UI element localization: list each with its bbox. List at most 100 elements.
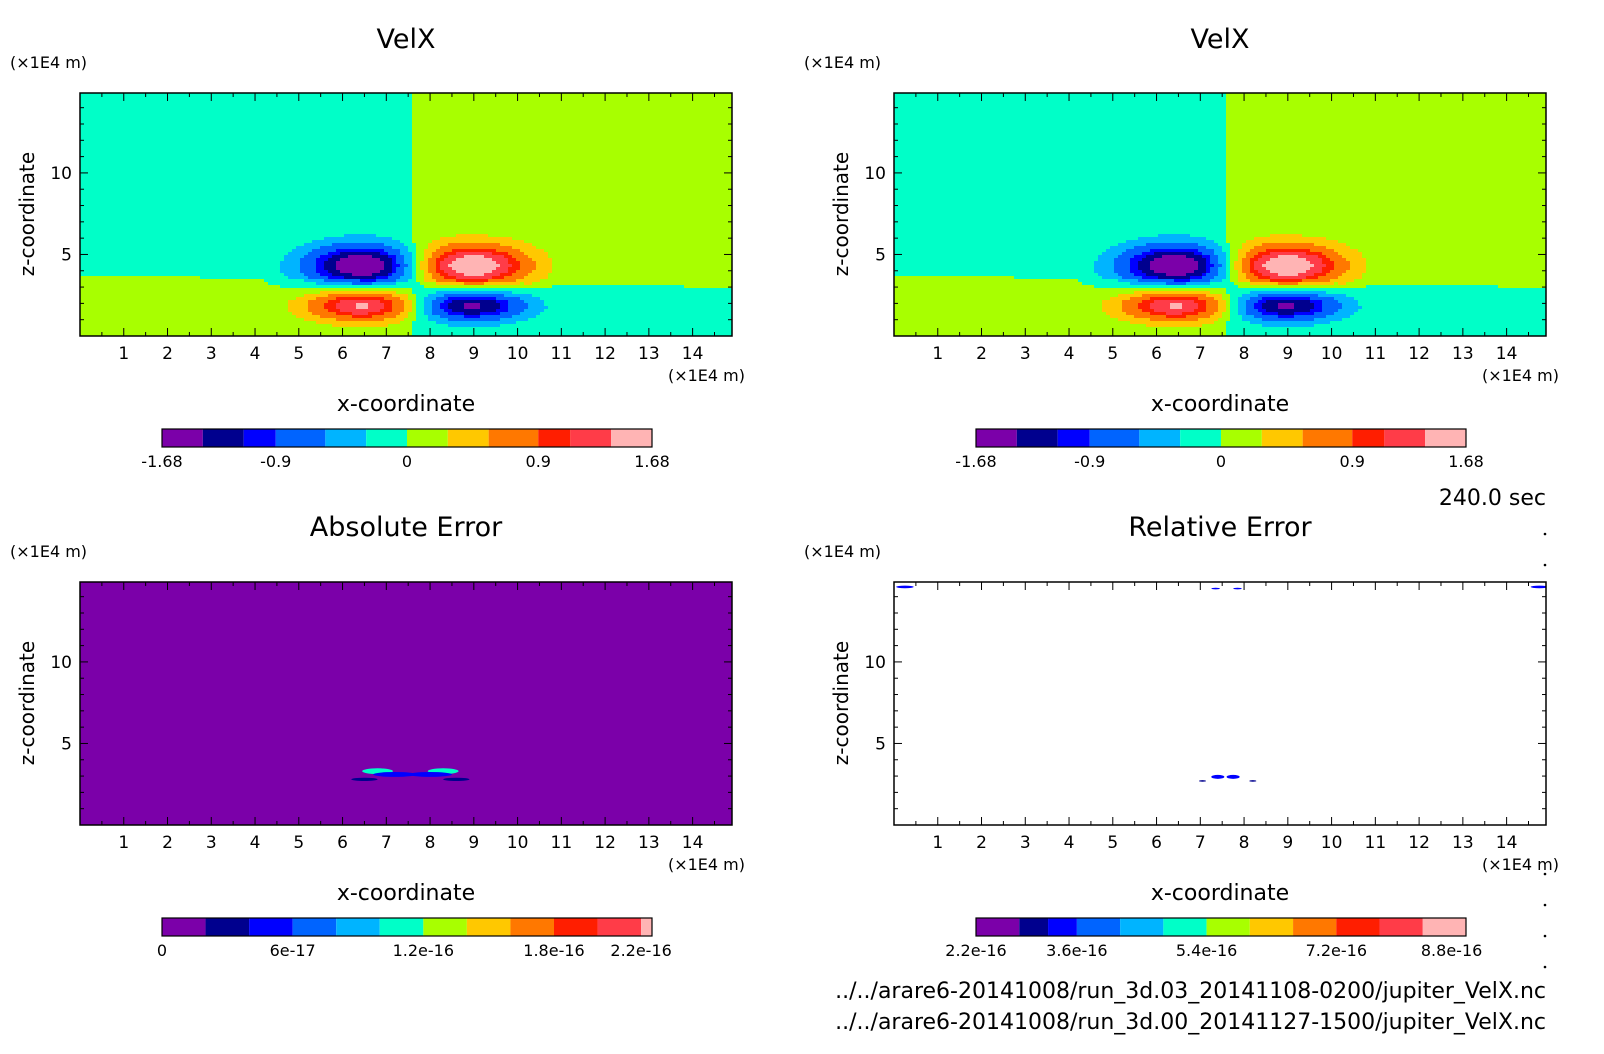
field-cell	[480, 129, 485, 133]
field-cell	[220, 105, 225, 109]
field-cell	[448, 120, 453, 124]
field-cell	[124, 132, 129, 136]
field-cell	[720, 159, 725, 163]
field-cell	[456, 120, 461, 124]
field-cell	[648, 135, 653, 139]
field-cell	[708, 102, 713, 106]
field-cell	[616, 126, 621, 130]
field-cell	[200, 111, 205, 115]
field-cell	[372, 93, 377, 97]
field-cell	[616, 108, 621, 112]
field-cell	[200, 129, 205, 133]
field-cell	[164, 150, 169, 154]
field-cell	[652, 96, 657, 100]
field-cell	[516, 171, 521, 175]
field-cell	[244, 153, 249, 157]
field-cell	[132, 123, 137, 127]
field-cell	[696, 177, 701, 181]
field-cell	[188, 147, 193, 151]
field-cell	[460, 153, 465, 157]
field-cell	[536, 126, 541, 130]
field-cell	[584, 180, 589, 184]
field-cell	[344, 117, 349, 121]
field-cell	[684, 96, 689, 100]
field-cell	[116, 120, 121, 124]
field-cell	[348, 96, 353, 100]
field-cell	[368, 93, 373, 97]
field-cell	[116, 114, 121, 118]
field-cell	[180, 177, 185, 181]
field-cell	[488, 117, 493, 121]
field-cell	[444, 159, 449, 163]
field-cell	[272, 183, 277, 187]
field-cell	[620, 129, 625, 133]
field-cell	[192, 153, 197, 157]
field-cell	[580, 102, 585, 106]
field-cell	[536, 165, 541, 169]
field-cell	[544, 153, 549, 157]
field-cell	[484, 141, 489, 145]
field-cell	[192, 120, 197, 124]
field-cell	[664, 117, 669, 121]
field-cell	[524, 135, 529, 139]
field-cell	[708, 141, 713, 145]
field-cell	[420, 135, 425, 139]
field-cell	[304, 120, 309, 124]
field-cell	[464, 111, 469, 115]
field-cell	[176, 132, 181, 136]
field-cell	[248, 114, 253, 118]
field-cell	[132, 120, 137, 124]
field-cell	[356, 99, 361, 103]
field-cell	[476, 153, 481, 157]
field-cell	[432, 150, 437, 154]
field-cell	[444, 135, 449, 139]
field-cell	[416, 123, 421, 127]
field-cell	[216, 99, 221, 103]
field-cell	[712, 162, 717, 166]
field-cell	[400, 159, 405, 163]
field-cell	[120, 147, 125, 151]
field-cell	[280, 111, 285, 115]
field-cell	[384, 108, 389, 112]
field-cell	[344, 168, 349, 172]
field-cell	[500, 105, 505, 109]
field-cell	[636, 99, 641, 103]
field-cell	[612, 153, 617, 157]
field-cell	[80, 162, 85, 166]
field-cell	[196, 165, 201, 169]
field-cell	[220, 93, 225, 97]
field-cell	[372, 117, 377, 121]
field-cell	[368, 150, 373, 154]
field-cell	[416, 165, 421, 169]
field-cell	[308, 105, 313, 109]
field-cell	[688, 165, 693, 169]
field-cell	[404, 147, 409, 151]
field-cell	[96, 177, 101, 181]
field-cell	[312, 177, 317, 181]
field-cell	[424, 93, 429, 97]
field-cell	[304, 99, 309, 103]
field-cell	[300, 117, 305, 121]
field-cell	[404, 126, 409, 130]
field-cell	[124, 168, 129, 172]
field-cell	[692, 144, 697, 148]
field-cell	[712, 99, 717, 103]
field-cell	[620, 174, 625, 178]
field-cell	[400, 93, 405, 97]
field-cell	[500, 162, 505, 166]
field-cell	[504, 159, 509, 163]
field-cell	[488, 132, 493, 136]
field-cell	[96, 111, 101, 115]
field-cell	[560, 153, 565, 157]
field-cell	[500, 111, 505, 115]
field-cell	[676, 102, 681, 106]
field-cell	[84, 135, 89, 139]
field-cell	[108, 108, 113, 112]
field-cell	[320, 129, 325, 133]
field-cell	[80, 93, 85, 97]
field-cell	[680, 156, 685, 160]
field-cell	[616, 165, 621, 169]
field-cell	[480, 171, 485, 175]
field-cell	[592, 141, 597, 145]
field-cell	[664, 150, 669, 154]
